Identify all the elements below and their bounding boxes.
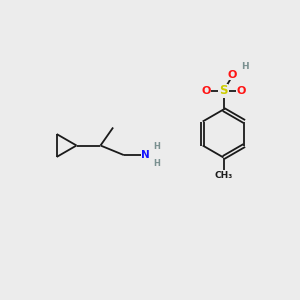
Text: S: S [219, 84, 228, 98]
Text: H: H [241, 62, 249, 71]
Text: O: O [201, 86, 211, 96]
Text: H: H [154, 159, 160, 168]
Text: H: H [154, 142, 160, 151]
Text: N: N [141, 150, 150, 160]
Text: O: O [228, 70, 237, 80]
Text: O: O [236, 86, 246, 96]
Text: CH₃: CH₃ [214, 171, 232, 180]
